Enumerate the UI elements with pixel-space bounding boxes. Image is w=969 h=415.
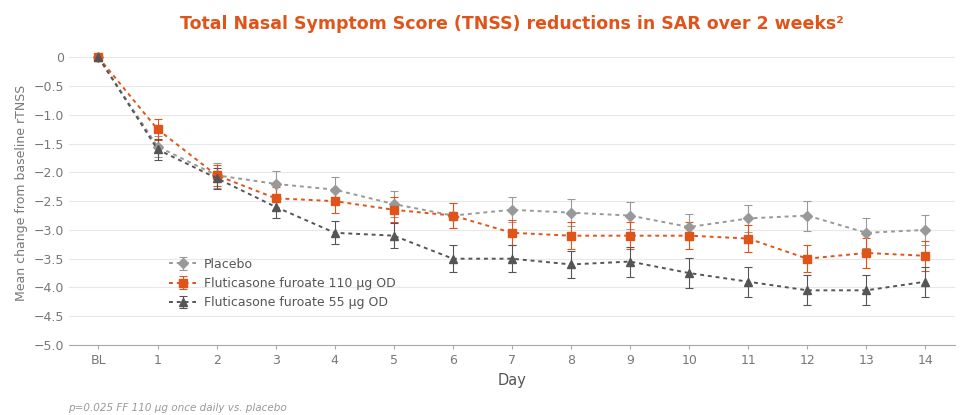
X-axis label: Day: Day — [497, 373, 526, 388]
Title: Total Nasal Symptom Score (TNSS) reductions in SAR over 2 weeks²: Total Nasal Symptom Score (TNSS) reducti… — [180, 15, 843, 33]
Y-axis label: Mean change from baseline rTNSS: Mean change from baseline rTNSS — [15, 84, 28, 300]
Legend: Placebo, Fluticasone furoate 110 μg OD, Fluticasone furoate 55 μg OD: Placebo, Fluticasone furoate 110 μg OD, … — [164, 253, 400, 314]
Text: p=0.025 FF 110 μg once daily vs. placebo: p=0.025 FF 110 μg once daily vs. placebo — [68, 403, 287, 413]
